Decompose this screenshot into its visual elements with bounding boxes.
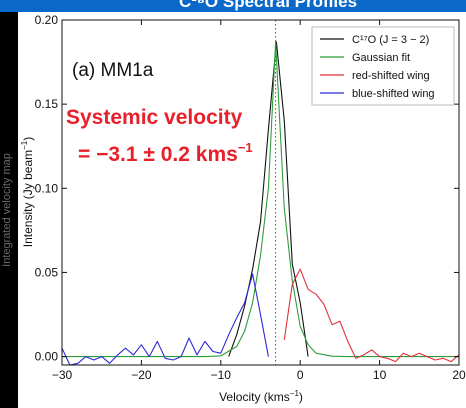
y-axis-label-sup: −1	[20, 140, 29, 150]
x-axis-label-sup: −1	[290, 389, 300, 398]
x-axis-label: Velocity (kms−1)	[219, 389, 303, 404]
legend-entry: C¹⁷O (J = 3 − 2)	[352, 34, 429, 46]
legend: C¹⁷O (J = 3 − 2) Gaussian fit red-shifted …	[311, 26, 455, 106]
series-line-2	[283, 268, 459, 363]
legend-entry: Gaussian fit	[352, 52, 410, 64]
x-tick-label: 0	[297, 368, 304, 382]
x-tick-label: 20	[452, 368, 466, 382]
y-axis-label-text: Intensity (Jy beam	[21, 150, 35, 247]
x-tick-label: 10	[373, 368, 387, 382]
x-tick-label: −10	[211, 368, 232, 382]
y-tick-label: 0.05	[35, 265, 59, 279]
y-tick-label: 0.10	[35, 181, 59, 195]
x-tick-label: −20	[131, 368, 152, 382]
legend-entry: red-shifted wing	[352, 70, 430, 82]
x-axis-label-text: Velocity (kms	[219, 390, 290, 404]
y-axis-label-suffix: )	[21, 137, 35, 141]
systemic-velocity-value-text: = −3.1 ± 0.2 kms	[78, 143, 238, 166]
series-group	[62, 20, 459, 365]
y-tick-label: 0.20	[35, 13, 59, 27]
series-line-0	[228, 41, 309, 357]
plot-area	[62, 20, 459, 365]
series-line-3	[62, 273, 269, 365]
y-tick-label: 0.00	[35, 350, 59, 364]
banner-title: C¹⁸O Spectral Profiles	[179, 0, 357, 11]
title-banner	[0, 0, 466, 12]
panel-label: (a) MM1a	[72, 60, 154, 81]
systemic-velocity-label: Systemic velocity	[66, 106, 243, 129]
side-caption: Integrated velocity map	[1, 153, 13, 267]
x-axis-label-suffix: )	[299, 390, 303, 404]
series-line-1	[62, 41, 459, 358]
y-axis-label: Intensity (Jy beam−1)	[20, 137, 35, 248]
x-tick-label: −30	[52, 368, 73, 382]
axes: −30 −20 −10 0 10 20 0.00 0.05 0.10 0.15 0.20	[35, 13, 466, 382]
legend-entry: blue-shifted wing	[352, 88, 435, 100]
plot-frame	[61, 19, 460, 366]
systemic-velocity-value: = −3.1 ± 0.2 kms−1	[78, 140, 253, 166]
legend-box	[311, 26, 455, 106]
systemic-velocity-unit-sup: −1	[238, 140, 253, 155]
y-tick-label: 0.15	[35, 97, 59, 111]
